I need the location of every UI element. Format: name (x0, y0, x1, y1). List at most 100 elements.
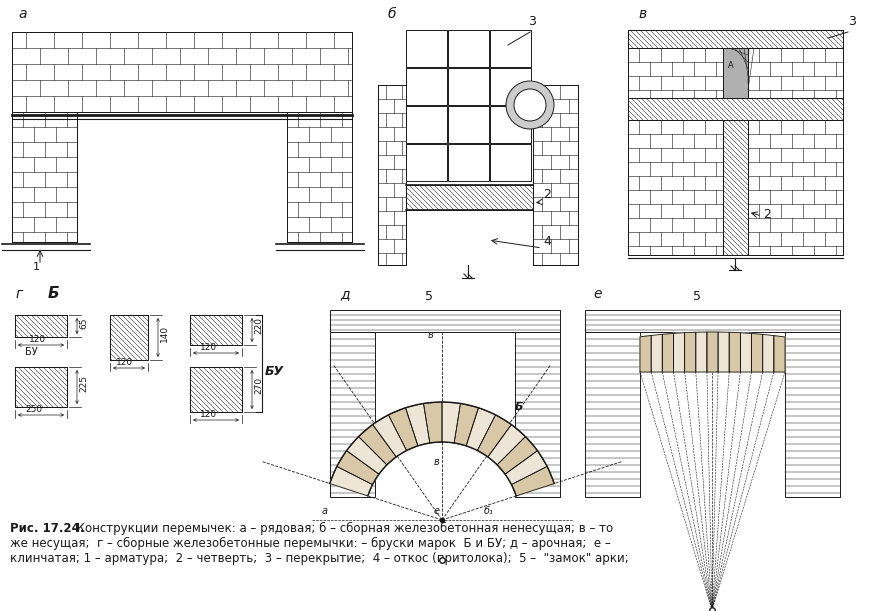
Text: Б: Б (48, 286, 60, 301)
Text: же несущая;  г – сборные железобетонные перемычки: – бруски марок  Б и БУ; д – а: же несущая; г – сборные железобетонные п… (10, 537, 611, 550)
Bar (110, 315, 148, 360)
Bar (406, 185, 533, 210)
Bar (490, 30, 531, 67)
Polygon shape (466, 408, 495, 450)
Text: 1: 1 (33, 262, 40, 272)
Text: 225: 225 (79, 375, 88, 392)
Bar (406, 30, 447, 67)
Text: а: а (18, 7, 26, 21)
Bar (448, 68, 489, 105)
Polygon shape (718, 332, 729, 372)
Bar (406, 185, 533, 210)
Text: 5: 5 (693, 290, 701, 303)
Text: 120: 120 (200, 343, 217, 352)
Bar (15, 367, 67, 407)
Text: б: б (388, 7, 396, 21)
Bar (628, 30, 843, 48)
Bar (110, 315, 148, 360)
Text: 120: 120 (116, 358, 133, 367)
Bar (628, 48, 723, 98)
Polygon shape (640, 335, 651, 372)
Polygon shape (488, 425, 526, 465)
Polygon shape (662, 334, 673, 372)
Polygon shape (454, 403, 479, 446)
Polygon shape (359, 425, 396, 465)
Polygon shape (729, 332, 740, 372)
Bar (585, 332, 640, 497)
Bar (515, 332, 560, 497)
Polygon shape (673, 333, 685, 372)
Polygon shape (497, 437, 537, 474)
Bar (748, 120, 843, 255)
Bar (448, 30, 489, 67)
Polygon shape (763, 334, 774, 372)
Bar (490, 106, 531, 143)
Text: д: д (340, 287, 349, 301)
Polygon shape (752, 334, 763, 372)
Text: Рис. 17.24.: Рис. 17.24. (10, 522, 84, 535)
Polygon shape (347, 437, 387, 474)
Bar (748, 48, 843, 98)
Bar (15, 315, 67, 337)
Bar (723, 120, 748, 255)
Bar (628, 120, 723, 255)
Bar (628, 98, 843, 120)
Text: 120: 120 (200, 410, 217, 419)
Polygon shape (477, 415, 511, 457)
Bar (12, 112, 77, 242)
Bar (723, 120, 748, 255)
Bar (330, 332, 375, 497)
Bar (190, 315, 242, 345)
Polygon shape (696, 332, 706, 372)
Text: в: в (434, 457, 440, 467)
Polygon shape (685, 332, 696, 372)
Bar (378, 85, 406, 265)
Text: 140: 140 (160, 324, 169, 342)
Bar (628, 30, 843, 48)
Text: г: г (15, 287, 23, 301)
Bar (287, 112, 352, 242)
Polygon shape (774, 335, 785, 372)
Circle shape (506, 81, 554, 129)
Bar (190, 367, 242, 412)
Bar (12, 112, 77, 242)
Circle shape (514, 89, 546, 121)
Polygon shape (505, 451, 547, 485)
Bar (748, 120, 843, 255)
Bar (533, 85, 578, 265)
Polygon shape (406, 403, 430, 446)
Bar (628, 120, 723, 255)
Bar (190, 367, 242, 412)
Bar (406, 68, 447, 105)
Bar (190, 315, 242, 345)
Bar (12, 32, 352, 112)
Text: 250: 250 (25, 405, 42, 414)
Bar (406, 106, 447, 143)
Bar (448, 106, 489, 143)
Text: 3: 3 (848, 15, 856, 28)
Text: е: е (434, 506, 440, 516)
Bar (330, 310, 560, 332)
Bar (12, 32, 352, 112)
Bar (533, 85, 578, 265)
Polygon shape (651, 334, 662, 372)
Text: 270: 270 (254, 376, 263, 393)
Text: БУ: БУ (265, 365, 284, 378)
Bar (628, 98, 843, 120)
Bar (15, 367, 67, 407)
Polygon shape (740, 333, 752, 372)
Text: Б: Б (515, 402, 523, 412)
Text: 3: 3 (528, 15, 536, 28)
Text: б₁: б₁ (484, 506, 494, 516)
Polygon shape (423, 402, 442, 443)
Text: 5: 5 (425, 290, 433, 303)
Polygon shape (388, 408, 418, 450)
Bar (15, 315, 67, 337)
Bar (490, 144, 531, 181)
Bar (628, 48, 723, 98)
Polygon shape (442, 402, 461, 443)
Text: клинчатая; 1 – арматура;  2 – четверть;  3 – перекрытие;  4 – откос (притолока);: клинчатая; 1 – арматура; 2 – четверть; 3… (10, 552, 629, 565)
Text: в: в (428, 330, 434, 340)
Bar (785, 332, 840, 497)
Text: е: е (593, 287, 601, 301)
